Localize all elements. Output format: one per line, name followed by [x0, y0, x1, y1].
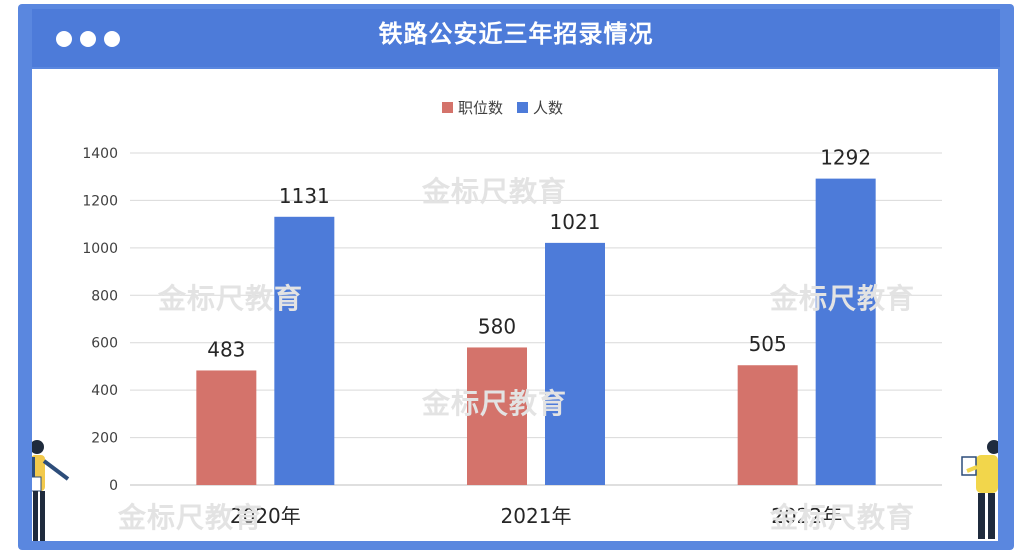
y-tick-label: 0 [109, 478, 118, 494]
legend-label: 职位数 [458, 99, 503, 117]
chart-bars [196, 178, 876, 485]
data-label: 483 [207, 337, 245, 361]
x-tick-label: 2020年 [230, 504, 301, 528]
watermark: 金标尺教育 [422, 387, 568, 420]
presenter-man-illustration [961, 440, 1001, 539]
chart-grid: 0 200 400 600 800 1000 1200 1400 [82, 146, 942, 494]
chart-legend: 职位数 人数 [442, 99, 563, 117]
bar [545, 242, 605, 485]
bar [815, 178, 876, 485]
bar-chart: 职位数 人数 0 200 400 600 800 1000 1200 1400 483 1131 2… [28, 99, 1001, 541]
y-tick-label: 1000 [82, 241, 118, 257]
window-dots [56, 31, 120, 47]
dot-icon [80, 31, 96, 47]
watermark: 金标尺教育 [118, 501, 264, 534]
bar [196, 370, 257, 485]
chart-labels: 483 1131 2020年 580 1021 2021年 505 1292 2022年 [207, 146, 871, 528]
data-label: 580 [478, 314, 516, 338]
watermark: 金标尺教育 [770, 501, 916, 534]
watermark: 金标尺教育 [770, 282, 916, 315]
presenter-woman-illustration [28, 440, 70, 541]
header-bar [32, 9, 1000, 67]
page-title: 铁路公安近三年招录情况 [378, 20, 654, 48]
data-label: 1131 [279, 184, 330, 208]
y-tick-label: 400 [91, 383, 118, 399]
legend-label: 人数 [533, 99, 563, 117]
watermark: 金标尺教育 [158, 282, 304, 315]
legend-swatch [442, 102, 453, 113]
y-tick-label: 1400 [82, 146, 118, 162]
watermark: 金标尺教育 [422, 175, 568, 208]
dot-icon [104, 31, 120, 47]
y-tick-label: 200 [91, 431, 118, 447]
dot-icon [56, 31, 72, 47]
data-label: 1292 [820, 146, 871, 170]
data-label: 505 [749, 332, 787, 356]
bar [467, 347, 527, 485]
x-tick-label: 2021年 [501, 504, 572, 528]
y-tick-label: 800 [91, 288, 118, 304]
x-tick-label: 2022年 [771, 504, 842, 528]
bar [274, 216, 335, 485]
chart-panel: 职位数 人数 0 200 400 600 800 1000 1200 1400 483 1131 2… [28, 69, 1001, 541]
y-tick-label: 1200 [82, 193, 118, 209]
y-tick-label: 600 [91, 336, 118, 352]
legend-swatch [517, 102, 528, 113]
data-label: 1021 [550, 210, 601, 234]
bar [737, 365, 798, 485]
